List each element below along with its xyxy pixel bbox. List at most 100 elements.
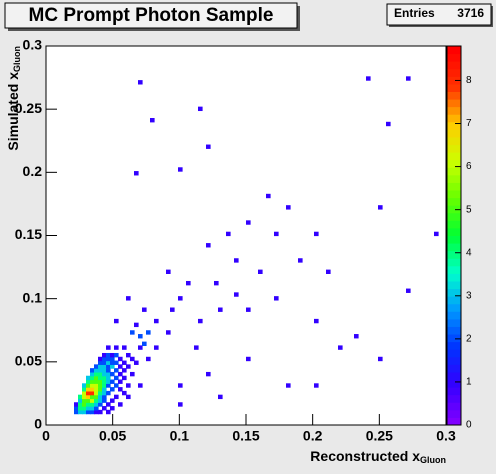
bin	[206, 243, 211, 248]
bin	[246, 307, 251, 312]
bin	[90, 394, 95, 400]
bin	[102, 394, 107, 400]
bin	[90, 371, 95, 377]
bin	[86, 383, 91, 388]
bin	[234, 258, 239, 263]
x-tick-label: 0.2	[303, 428, 323, 444]
bin	[114, 318, 119, 324]
bin	[98, 368, 103, 373]
bin	[386, 121, 391, 127]
bin	[82, 383, 87, 388]
bin	[90, 387, 95, 392]
bin	[90, 379, 95, 384]
bin	[90, 398, 95, 403]
bin	[98, 394, 103, 400]
bin	[170, 307, 175, 312]
bin	[286, 205, 291, 210]
bin	[78, 394, 83, 400]
bin	[82, 394, 87, 400]
bin	[102, 406, 107, 411]
palette-band	[447, 212, 461, 221]
palette-band	[447, 364, 461, 373]
bin	[98, 360, 103, 365]
palette-band	[447, 371, 461, 381]
bin	[78, 398, 83, 403]
bin	[102, 387, 107, 392]
bin	[94, 394, 99, 400]
bin	[110, 364, 115, 369]
palette-band	[447, 53, 461, 62]
palette-band	[447, 136, 461, 146]
palette-band	[447, 159, 461, 168]
bin	[94, 406, 99, 411]
bin	[106, 368, 111, 373]
bin	[194, 345, 199, 350]
bin	[218, 394, 223, 400]
palette-band	[447, 83, 461, 92]
x-tick-label: 0.3	[436, 428, 456, 444]
bin	[114, 352, 119, 358]
y-tick-label: 0.25	[15, 100, 42, 116]
bin	[434, 231, 439, 237]
palette-band	[447, 220, 461, 229]
bin	[266, 193, 271, 199]
bin	[186, 280, 191, 286]
bin	[86, 406, 91, 411]
chart-title: MC Prompt Photon Sample	[29, 5, 274, 26]
bin	[122, 375, 127, 381]
palette-band	[447, 258, 461, 267]
palette-band	[447, 250, 461, 259]
bin	[110, 371, 115, 377]
palette-band	[447, 61, 461, 70]
bin	[82, 406, 87, 411]
bin	[246, 356, 251, 362]
palette-band	[447, 197, 461, 206]
x-label-text: Reconstructed x	[310, 448, 420, 464]
palette-band	[447, 99, 461, 108]
bin	[90, 406, 95, 411]
bin	[98, 379, 103, 384]
bin	[106, 379, 111, 384]
bin	[138, 345, 143, 350]
palette-band	[447, 91, 461, 100]
bin	[138, 383, 143, 388]
palette-band	[447, 303, 461, 312]
z-tick-label: 2	[466, 334, 472, 345]
z-tick-label: 3	[466, 290, 472, 301]
bin	[146, 356, 151, 362]
bin	[106, 352, 111, 358]
bin	[86, 387, 91, 392]
bin	[126, 394, 131, 400]
x-tick-label: 0.1	[170, 428, 190, 444]
palette-band	[447, 311, 461, 320]
stats-value: 3716	[457, 6, 484, 20]
bin	[90, 390, 95, 396]
bin	[102, 352, 107, 358]
bin	[326, 269, 331, 274]
bin	[106, 345, 111, 350]
bin	[110, 398, 115, 403]
palette-band	[447, 341, 461, 350]
z-tick-label: 7	[466, 118, 472, 129]
palette-band	[447, 114, 461, 123]
bin	[102, 360, 107, 365]
bin	[102, 375, 107, 381]
bin	[98, 402, 103, 407]
y-tick-label: 0.1	[23, 289, 43, 305]
bin	[106, 383, 111, 388]
bin	[258, 269, 263, 274]
bin	[82, 402, 87, 407]
palette-band	[447, 280, 461, 290]
bin	[98, 383, 103, 388]
bin	[106, 402, 111, 407]
palette-band	[447, 190, 461, 199]
bin	[118, 379, 123, 384]
bin	[114, 368, 119, 373]
bin	[134, 171, 139, 176]
bin	[286, 383, 291, 388]
bin	[314, 318, 319, 324]
palette-band	[447, 227, 461, 236]
bin	[126, 352, 131, 358]
cells	[74, 76, 439, 415]
bin	[86, 390, 91, 396]
